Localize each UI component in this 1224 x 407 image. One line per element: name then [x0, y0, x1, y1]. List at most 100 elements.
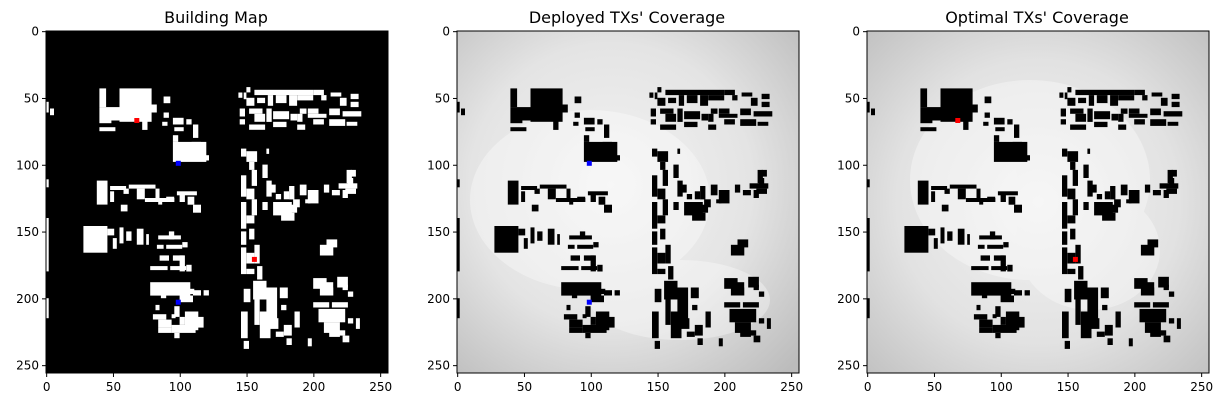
building [1134, 119, 1145, 125]
building [757, 121, 769, 126]
x-axis-ticks: 0 50 100 150 200 250 [864, 373, 1213, 394]
building [1075, 89, 1135, 96]
building [249, 108, 263, 114]
building [604, 204, 612, 213]
building [270, 318, 279, 329]
building [46, 218, 49, 272]
building [920, 127, 937, 132]
building [249, 228, 255, 240]
building [563, 314, 578, 320]
building [757, 169, 763, 184]
building [740, 108, 751, 116]
building [547, 228, 555, 245]
building [742, 302, 759, 308]
building [748, 276, 759, 288]
building [940, 227, 945, 244]
building [243, 92, 247, 100]
building [246, 252, 255, 264]
building [604, 290, 612, 296]
building [136, 228, 144, 245]
y-tick-label: 100 [16, 158, 39, 172]
building [345, 188, 356, 194]
x-tick-label: 0 [454, 380, 462, 394]
building [1134, 302, 1151, 308]
building [172, 117, 184, 125]
building [262, 202, 268, 210]
building [867, 298, 870, 319]
building [337, 276, 348, 288]
building [650, 119, 656, 125]
plot-frame [866, 30, 1210, 374]
building [577, 244, 594, 249]
building [1070, 108, 1084, 114]
building [980, 255, 990, 261]
y-tick-label: 150 [837, 225, 860, 239]
building [1060, 108, 1066, 117]
building [172, 255, 184, 261]
building [187, 196, 195, 205]
building [1104, 324, 1113, 336]
building [539, 184, 567, 189]
building [179, 295, 193, 303]
building [241, 202, 247, 229]
building [266, 108, 272, 122]
building [1096, 194, 1103, 200]
building [701, 113, 709, 121]
building [283, 191, 290, 200]
building [338, 183, 358, 189]
building [1140, 287, 1155, 296]
building [704, 199, 711, 208]
building [186, 119, 192, 125]
building [593, 242, 599, 248]
building [331, 190, 340, 196]
building [457, 101, 460, 113]
building-layer [46, 87, 362, 349]
x-tick-label: 150 [236, 380, 259, 394]
building [293, 199, 300, 208]
building [126, 95, 136, 114]
building [347, 291, 354, 297]
building [1075, 244, 1081, 264]
building [1059, 92, 1064, 98]
building [1083, 202, 1089, 210]
building [171, 314, 176, 319]
building [660, 161, 666, 170]
building [128, 107, 137, 113]
building [729, 308, 757, 323]
building [668, 266, 674, 280]
building [342, 190, 348, 198]
building [993, 117, 1005, 125]
building [710, 108, 718, 114]
y-tick-label: 0 [31, 25, 39, 39]
building [700, 204, 709, 213]
building [734, 322, 751, 333]
building [737, 282, 745, 288]
building [1094, 111, 1111, 120]
building [590, 295, 604, 303]
building [289, 95, 298, 106]
building [590, 255, 596, 272]
x-tick-label: 200 [713, 380, 736, 394]
building [993, 255, 1005, 261]
building [705, 311, 711, 328]
building [1159, 183, 1179, 189]
building [193, 204, 201, 213]
building [654, 288, 662, 303]
building [710, 184, 718, 196]
building [262, 164, 268, 178]
building [583, 135, 590, 142]
building [1151, 92, 1163, 97]
building [523, 238, 528, 249]
building [286, 338, 292, 345]
building [550, 97, 558, 114]
building [160, 295, 167, 299]
building [152, 314, 167, 320]
building [678, 95, 685, 106]
building [1158, 330, 1167, 336]
building [1064, 92, 1068, 100]
building [530, 227, 535, 244]
building [761, 169, 767, 177]
building [241, 148, 247, 157]
building [585, 332, 591, 339]
